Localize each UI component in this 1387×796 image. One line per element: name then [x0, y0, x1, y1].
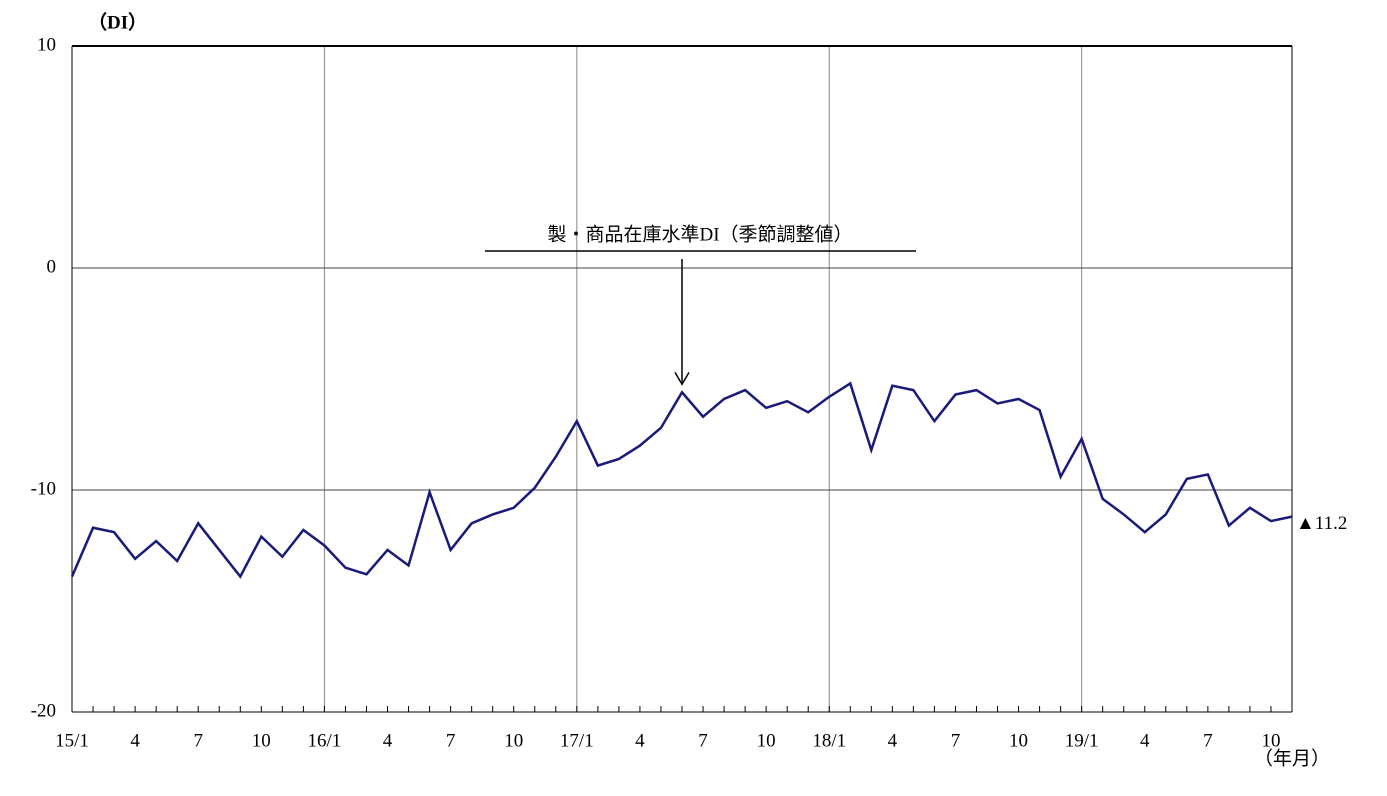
annotation: 製・商品在庫水準DI（季節調整値）	[547, 223, 852, 245]
x-tick-label: 7	[193, 730, 203, 751]
x-tick-label: 10	[1009, 730, 1028, 751]
data-line	[70, 381, 1293, 579]
x-axis-label: （年月）	[1254, 747, 1330, 769]
y-tick-label: 0	[47, 256, 57, 277]
x-tick-label: 18/1	[812, 730, 846, 751]
x-tick-label: 7	[446, 730, 456, 751]
x-tick-label: 19/1	[1065, 730, 1099, 751]
x-tick-label: 7	[1203, 730, 1213, 751]
x-tick-label: 15/1	[55, 730, 89, 751]
x-tick-label: 4	[130, 730, 140, 751]
x-tick-label: 4	[383, 730, 393, 751]
x-tick-label: 4	[1140, 730, 1150, 751]
x-tick-label: 10	[757, 730, 776, 751]
data-label: ▲11.2	[1296, 513, 1347, 534]
y-axis-label: （DI）	[88, 10, 147, 33]
y-tick-label: -20	[31, 700, 56, 721]
x-tick-label: 4	[888, 730, 898, 751]
annotation-arrowhead	[674, 371, 690, 386]
x-tick-label: 7	[698, 730, 708, 751]
y-tick-label: -10	[31, 478, 56, 499]
x-tick-label: 10	[252, 730, 271, 751]
x-tick-label: 10	[504, 730, 523, 751]
x-tick-label: 7	[951, 730, 961, 751]
x-tick-label: 17/1	[560, 730, 594, 751]
x-tick-label: 10	[1261, 730, 1280, 751]
x-tick-label: 16/1	[308, 730, 342, 751]
x-tick-label: 4	[635, 730, 645, 751]
y-tick-label: 10	[37, 34, 56, 55]
